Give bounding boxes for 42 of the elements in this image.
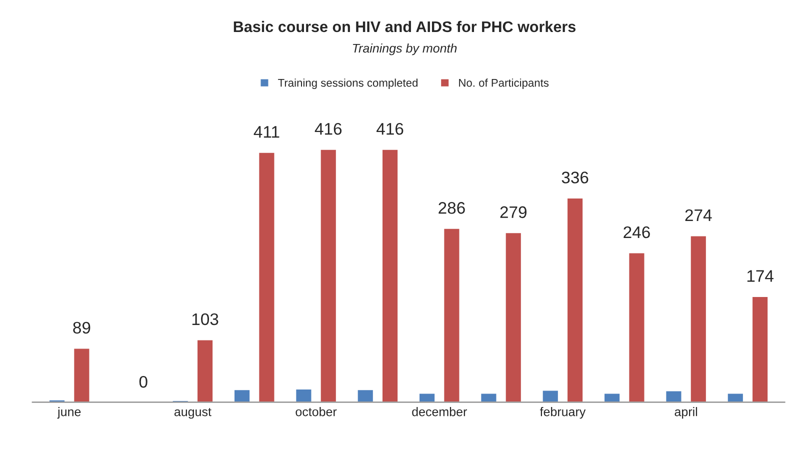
bar <box>442 228 461 402</box>
data-label: 411 <box>254 126 280 138</box>
bar <box>418 392 436 402</box>
x-tick-label: october <box>296 407 337 416</box>
data-label: 246 <box>624 226 650 238</box>
data-label: 336 <box>562 172 588 184</box>
data-label: 416 <box>314 122 342 135</box>
bar <box>233 388 251 402</box>
data-label: 279 <box>500 206 526 218</box>
data-label: 89 <box>73 322 90 334</box>
x-tick-label: april <box>674 407 698 419</box>
bar <box>726 392 744 402</box>
bar <box>356 388 374 402</box>
bar <box>566 197 584 402</box>
legend-label: Training sessions completed <box>278 78 418 89</box>
bar <box>294 388 313 402</box>
data-label: 286 <box>438 202 465 214</box>
chart-title: Basic course on HIV and AIDS for PHC workers <box>234 20 576 32</box>
x-tick-label: june <box>57 407 81 419</box>
bar <box>381 148 399 402</box>
data-label: 103 <box>192 313 218 326</box>
data-label: 274 <box>685 209 712 221</box>
x-tick-label: august <box>174 408 212 419</box>
bar <box>258 152 276 402</box>
bar <box>751 296 769 402</box>
bar <box>628 252 646 402</box>
bar <box>504 232 522 402</box>
bar <box>196 338 214 402</box>
bar <box>72 347 91 402</box>
chart-subtitle: Trainings by month <box>352 43 457 56</box>
data-label: 174 <box>747 270 774 282</box>
bar <box>541 389 560 402</box>
x-tick-label: february <box>540 407 586 419</box>
x-tick-label: december <box>412 407 467 416</box>
bar <box>689 234 708 402</box>
data-label: 0 <box>139 376 148 388</box>
bar <box>319 148 338 402</box>
bar <box>603 392 621 402</box>
bar <box>664 390 683 402</box>
legend-label: No. of Participants <box>459 78 549 89</box>
bar <box>480 392 498 402</box>
data-label: 416 <box>376 122 404 135</box>
